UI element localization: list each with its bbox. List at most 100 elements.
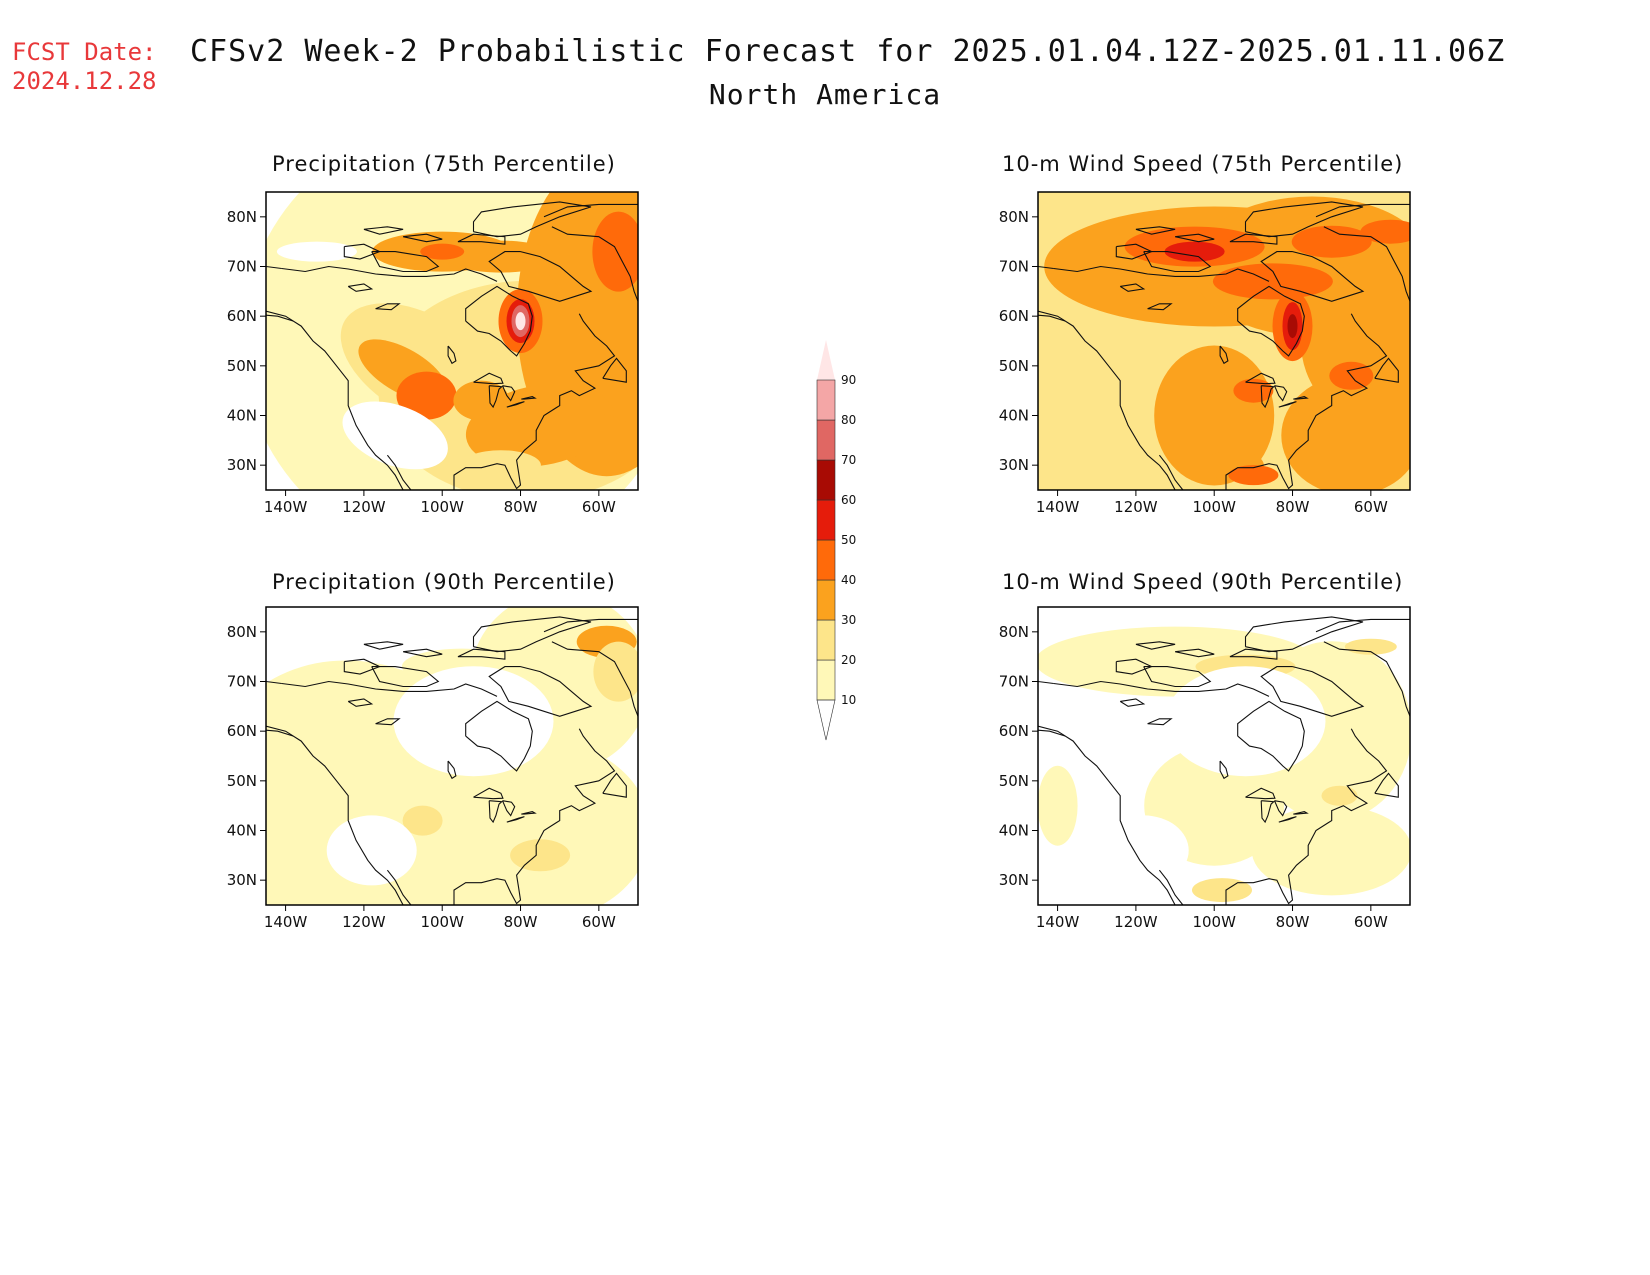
coastline [1278, 401, 1297, 408]
coastline [465, 285, 533, 357]
no-signal-area [326, 815, 417, 886]
colorbar-label: 20 [841, 653, 856, 667]
coastline [602, 772, 627, 798]
coastline [1273, 800, 1288, 817]
coastline [457, 648, 506, 660]
coastline [1135, 226, 1176, 235]
lat-label: 60N [227, 722, 257, 740]
probability-area [1291, 225, 1372, 258]
coastline [1244, 616, 1364, 653]
coastline [1119, 698, 1146, 707]
probability-area [515, 312, 526, 331]
coastline [266, 725, 404, 905]
colorbar-swatch [816, 539, 836, 581]
map-frame [1037, 191, 1411, 491]
coastline [1038, 310, 1176, 490]
coastline [1135, 641, 1176, 650]
colorbar-label: 10 [841, 693, 856, 707]
forecast-date-value: 2024.12.28 [12, 67, 157, 95]
coastline [1260, 666, 1365, 717]
coastline [472, 201, 592, 238]
lon-label: 120W [1114, 498, 1158, 516]
lon-label: 120W [342, 913, 386, 931]
coastline [371, 251, 440, 273]
lat-label: 40N [999, 822, 1029, 840]
coastline [1119, 283, 1146, 292]
coastline [1229, 233, 1278, 245]
probability-area [546, 413, 636, 458]
forecast-date-label: FCST Date: [12, 38, 157, 66]
probability-area [1038, 765, 1078, 846]
coastline [402, 233, 443, 243]
coastline [343, 658, 382, 675]
coastline [1038, 725, 1176, 905]
coastline [386, 869, 412, 905]
probability-area [420, 243, 465, 260]
coastline [1293, 811, 1309, 815]
lon-label: 100W [420, 913, 464, 931]
coastline [1158, 869, 1184, 905]
probability-area [453, 380, 510, 421]
lat-label: 40N [227, 407, 257, 425]
coastline [488, 251, 593, 302]
coastline [1278, 816, 1297, 823]
lat-label: 60N [227, 307, 257, 325]
lat-label: 80N [999, 623, 1029, 641]
coastline [1143, 666, 1212, 688]
map-content [266, 192, 638, 490]
colorbar-label: 40 [841, 573, 856, 587]
panel-title-precip75: Precipitation (75th Percentile) [272, 152, 616, 176]
map-content [266, 607, 638, 905]
coastline [506, 816, 525, 823]
coastline [521, 811, 537, 815]
lat-label: 30N [999, 871, 1029, 889]
coastline [375, 303, 401, 311]
coastline [472, 616, 592, 653]
coastline [1315, 618, 1410, 633]
probability-area [1287, 314, 1298, 339]
coastline [266, 310, 404, 490]
coastline [281, 265, 498, 282]
lat-label: 80N [227, 623, 257, 641]
coastline [371, 666, 440, 688]
coastline [1038, 314, 1066, 322]
coastline [543, 203, 638, 218]
coastline [501, 385, 516, 402]
coastline [1147, 718, 1173, 726]
panel-title-precip90: Precipitation (90th Percentile) [272, 570, 616, 594]
coastline [266, 729, 294, 737]
lat-label: 30N [227, 871, 257, 889]
coastline [1038, 729, 1066, 737]
lat-label: 70N [999, 673, 1029, 691]
coastline [1038, 265, 1054, 270]
map-frame [265, 606, 639, 906]
lon-label: 140W [1036, 913, 1080, 931]
coastline [375, 718, 401, 726]
coastline [1053, 265, 1270, 282]
coastline [543, 618, 638, 633]
coastline [363, 226, 404, 235]
no-signal-area [1098, 815, 1189, 886]
map-panel-precip75: 80N 70N 60N 50N 40N 30N 140W 120W 100W 80W 60W [227, 191, 639, 516]
lat-label: 70N [227, 673, 257, 691]
coastline [281, 680, 498, 697]
coastline [1374, 357, 1399, 383]
lon-label: 80W [1276, 498, 1310, 516]
coastline [266, 265, 282, 270]
probability-area [430, 740, 638, 905]
lon-label: 100W [1192, 498, 1236, 516]
probability-area [1233, 378, 1274, 403]
coastline [1244, 201, 1364, 238]
coastline [465, 700, 533, 772]
no-signal-area [342, 401, 448, 470]
lat-label: 30N [227, 456, 257, 474]
colorbar-label: 90 [841, 373, 856, 387]
coastline [1229, 648, 1278, 660]
coastline [457, 233, 506, 245]
coastline [1219, 345, 1229, 365]
forecast-date-block: FCST Date: 2024.12.28 [12, 38, 157, 96]
lat-label: 80N [227, 208, 257, 226]
lon-label: 80W [1276, 913, 1310, 931]
map-content [1038, 192, 1410, 490]
probability-area [1360, 219, 1410, 244]
